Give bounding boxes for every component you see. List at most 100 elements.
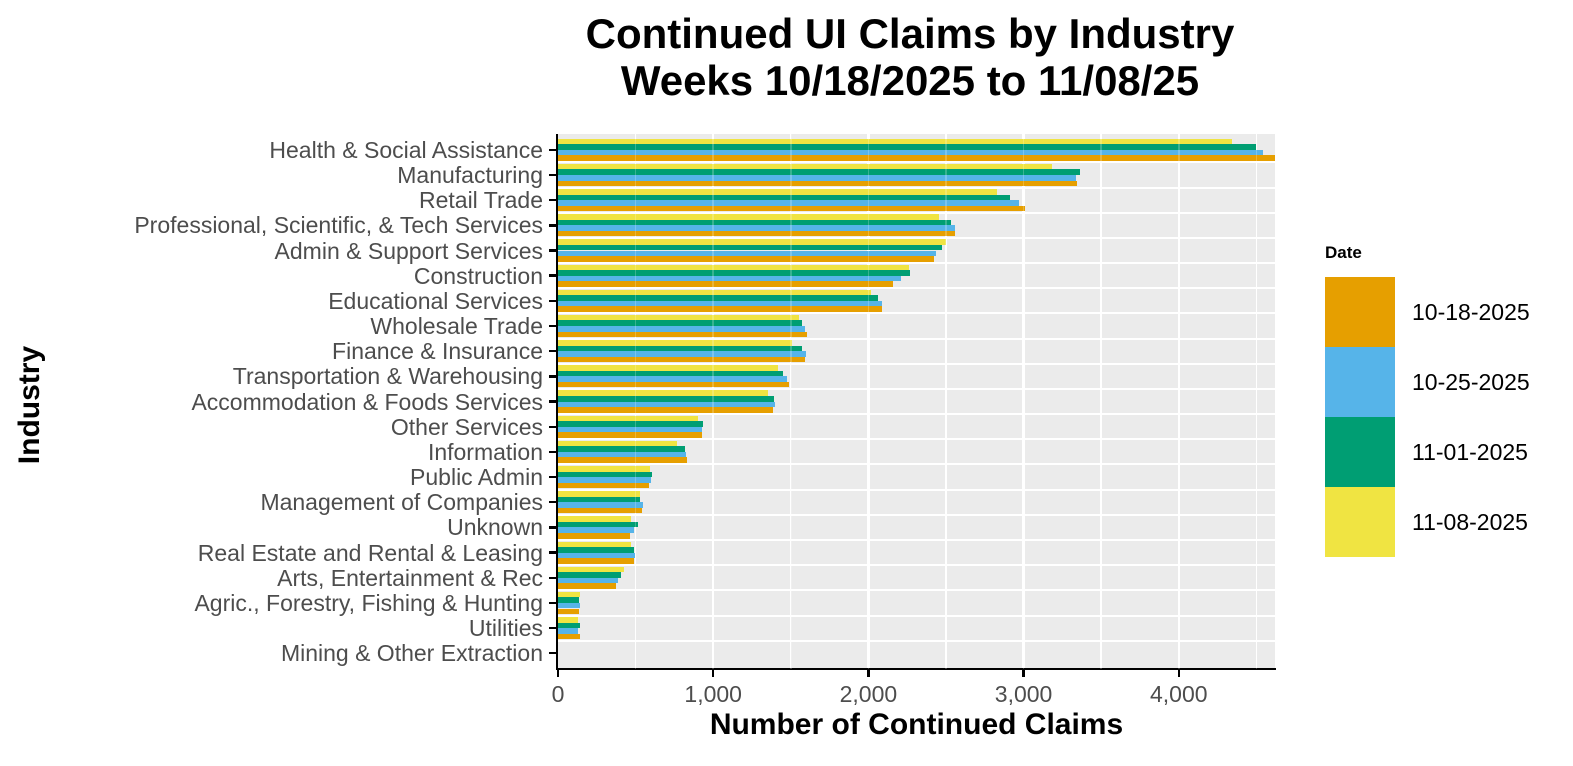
y-tick-label: Admin & Support Services [274,237,543,264]
row-separator [558,236,1275,239]
x-tick-mark [711,669,715,677]
legend-swatch [1325,277,1395,347]
legend-items: 10-18-2025 10-25-2025 11-01-2025 11-08-2025 [1325,277,1565,557]
legend-swatch [1325,417,1395,487]
y-tick-mark [549,274,557,277]
x-tick-mark [556,669,560,677]
gridline-overlay [1255,134,1258,669]
y-tick-label: Retail Trade [418,187,543,214]
y-tick-label: Educational Services [328,287,543,314]
y-tick-label: Construction [413,262,543,289]
gridline-overlay [867,134,870,669]
x-tick-label: 1,000 [684,681,742,707]
bar [558,426,702,433]
bar [558,471,653,478]
gridline-overlay [634,134,637,669]
y-tick-mark [549,224,557,227]
bar [558,407,773,413]
bar [558,219,952,226]
bar [558,225,956,231]
bar [558,138,1233,145]
y-tick-mark [549,249,557,252]
x-tick-label: 4,000 [1149,681,1208,707]
bar [558,326,805,332]
row-separator [558,387,1275,390]
bar [558,482,649,489]
y-tick-mark [549,198,557,202]
bar [558,451,687,458]
legend-label: 10-18-2025 [1412,299,1530,325]
row-separator [558,614,1275,617]
major-gridline [867,134,870,669]
bar [558,256,934,262]
row-separator [558,287,1275,290]
bar [558,628,579,634]
y-tick-label: Professional, Scientific, & Tech Service… [134,212,543,239]
chart-title-line2: Weeks 10/18/2025 to 11/08/25 [620,57,1200,104]
bar [558,295,879,301]
chart-title-line1: Continued UI Claims by Industry [585,10,1235,57]
minor-gridline [790,134,792,669]
bar [558,345,803,352]
bar [558,577,618,584]
bar [558,622,580,629]
bar [558,396,774,402]
bar [558,365,778,371]
row-separator [558,312,1275,315]
y-tick-mark [549,450,557,454]
bar [558,155,1275,161]
bar [558,415,699,422]
gridline-overlay [1178,134,1180,669]
bar [558,440,677,447]
bar [558,502,644,508]
legend-title: Date [1325,243,1362,262]
row-separator [558,161,1275,164]
y-tick-label: Other Services [390,413,543,440]
bar [558,320,802,327]
bar [558,421,704,427]
bar [558,230,956,237]
y-tick-mark [549,551,557,554]
y-tick-mark [549,375,557,378]
row-separator [558,438,1275,441]
row-separator [558,186,1275,189]
major-gridline [1177,134,1180,669]
major-gridline [1022,134,1025,669]
x-tick-mark [1022,669,1025,677]
x-tick-mark [1177,669,1180,677]
bar [558,205,1026,212]
legend: Date 10-18-2025 10-25-2025 11-01-2025 11-08… [1325,243,1565,557]
row-separator [558,564,1275,567]
bar [558,572,621,578]
bar [558,446,686,452]
minor-gridline [945,134,947,669]
gridline-overlay [1100,134,1103,669]
bar [558,401,776,408]
plot-panel [558,134,1275,669]
y-tick-label: Finance & Insurance [332,338,543,365]
y-tick-mark [549,299,557,303]
bar [558,597,579,603]
y-tick-label: Transportation & Warehousing [232,363,543,390]
bar [558,214,939,220]
y-tick-mark [549,324,557,328]
bar [558,306,882,312]
y-tick-label: Utilities [468,615,543,642]
bar [558,163,1052,170]
bar [558,289,871,296]
chart-title: Continued UI Claims by Industry Weeks 10… [350,10,1470,104]
bar [558,558,634,564]
bar [558,491,641,497]
legend-swatch [1325,487,1395,557]
gridline-overlay [945,134,947,669]
y-tick-mark [549,501,557,504]
y-tick-label: Mining & Other Extraction [280,640,543,667]
x-tick-label: 2,000 [839,681,898,707]
y-tick-mark [549,626,557,630]
row-separator [558,639,1275,642]
minor-gridline [1255,134,1258,669]
x-tick-label: 3,000 [994,681,1053,707]
bar [558,275,901,282]
bar [558,608,579,615]
